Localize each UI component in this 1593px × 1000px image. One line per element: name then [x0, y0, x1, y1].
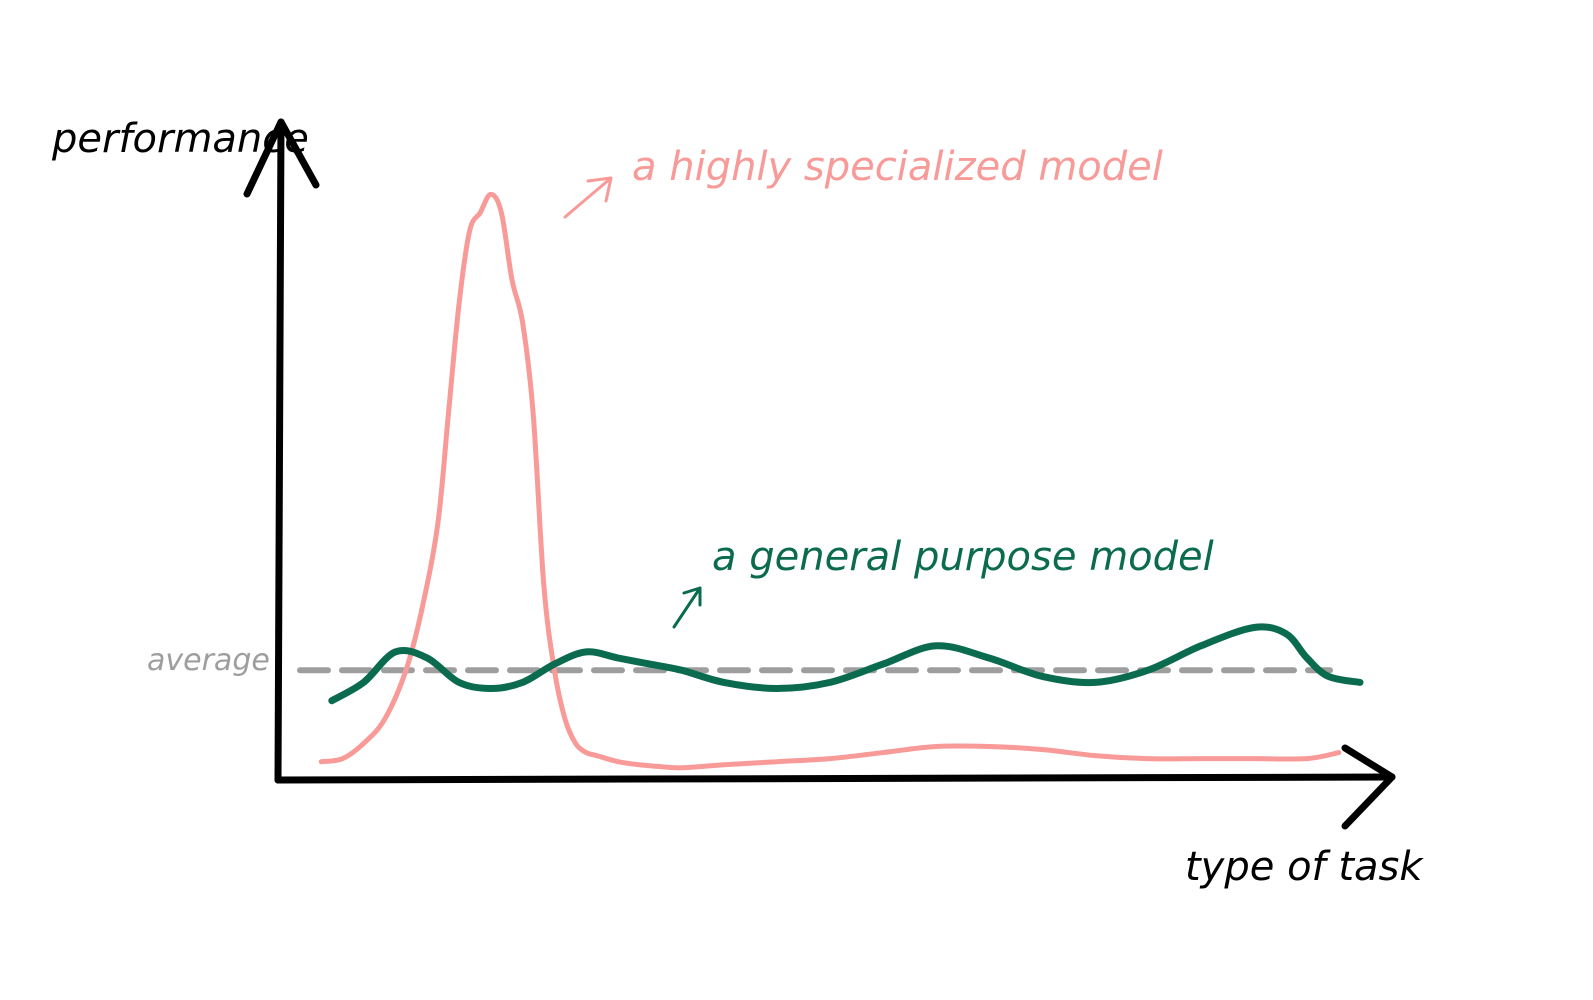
- average-label: average: [147, 643, 270, 678]
- general-model-arrow: [672, 586, 702, 629]
- axes: [243, 118, 1396, 830]
- specialized-model-line: [318, 191, 1342, 771]
- series-layer: [318, 191, 1364, 771]
- annotation-arrows: [563, 176, 702, 629]
- general-model-label: a general purpose model: [712, 534, 1214, 580]
- specialized-model-arrow: [563, 176, 613, 219]
- general-purpose-model-line: [328, 623, 1364, 705]
- y-axis-line: [274, 118, 285, 784]
- x-axis-label: type of task: [1185, 844, 1424, 890]
- specialized-model-label: a highly specialized model: [632, 144, 1163, 190]
- y-axis-label: performance: [51, 116, 309, 162]
- x-axis-line: [274, 773, 1396, 784]
- y-axis-arrowhead: [243, 118, 320, 198]
- x-axis-arrowhead: [1341, 744, 1396, 830]
